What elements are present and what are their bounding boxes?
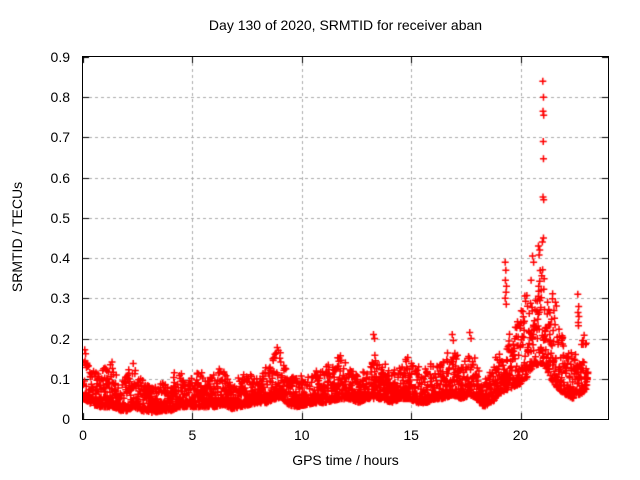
y-tick-label: 0.4 [50,250,70,267]
y-tick-label: 0.8 [50,89,70,106]
x-axis-title: GPS time / hours [292,452,399,468]
x-tick-label: 10 [293,427,310,443]
x-tick-label: 0 [79,427,87,443]
y-tick-label: 0.3 [50,290,70,307]
y-tick-label: 0.2 [50,330,70,347]
plot-area [82,56,609,420]
y-axis-title: SRMTID / TECUs [9,181,25,293]
y-tick-label: 0.5 [50,209,70,226]
y-tick-label: 0.6 [50,169,70,186]
x-tick-label: 20 [512,427,529,443]
scatter-canvas [83,57,608,419]
y-tick-label: 0 [62,411,70,427]
y-tick-label: 0.7 [50,129,70,146]
chart-title: Day 130 of 2020, SRMTID for receiver aba… [208,17,483,33]
y-tick-label: 0.1 [50,370,70,387]
x-tick-label: 5 [188,427,197,443]
x-tick-label: 15 [403,427,419,443]
y-tick-label: 0.9 [50,49,70,65]
